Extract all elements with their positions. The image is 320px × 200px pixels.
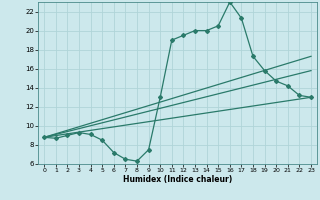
X-axis label: Humidex (Indice chaleur): Humidex (Indice chaleur) [123,175,232,184]
